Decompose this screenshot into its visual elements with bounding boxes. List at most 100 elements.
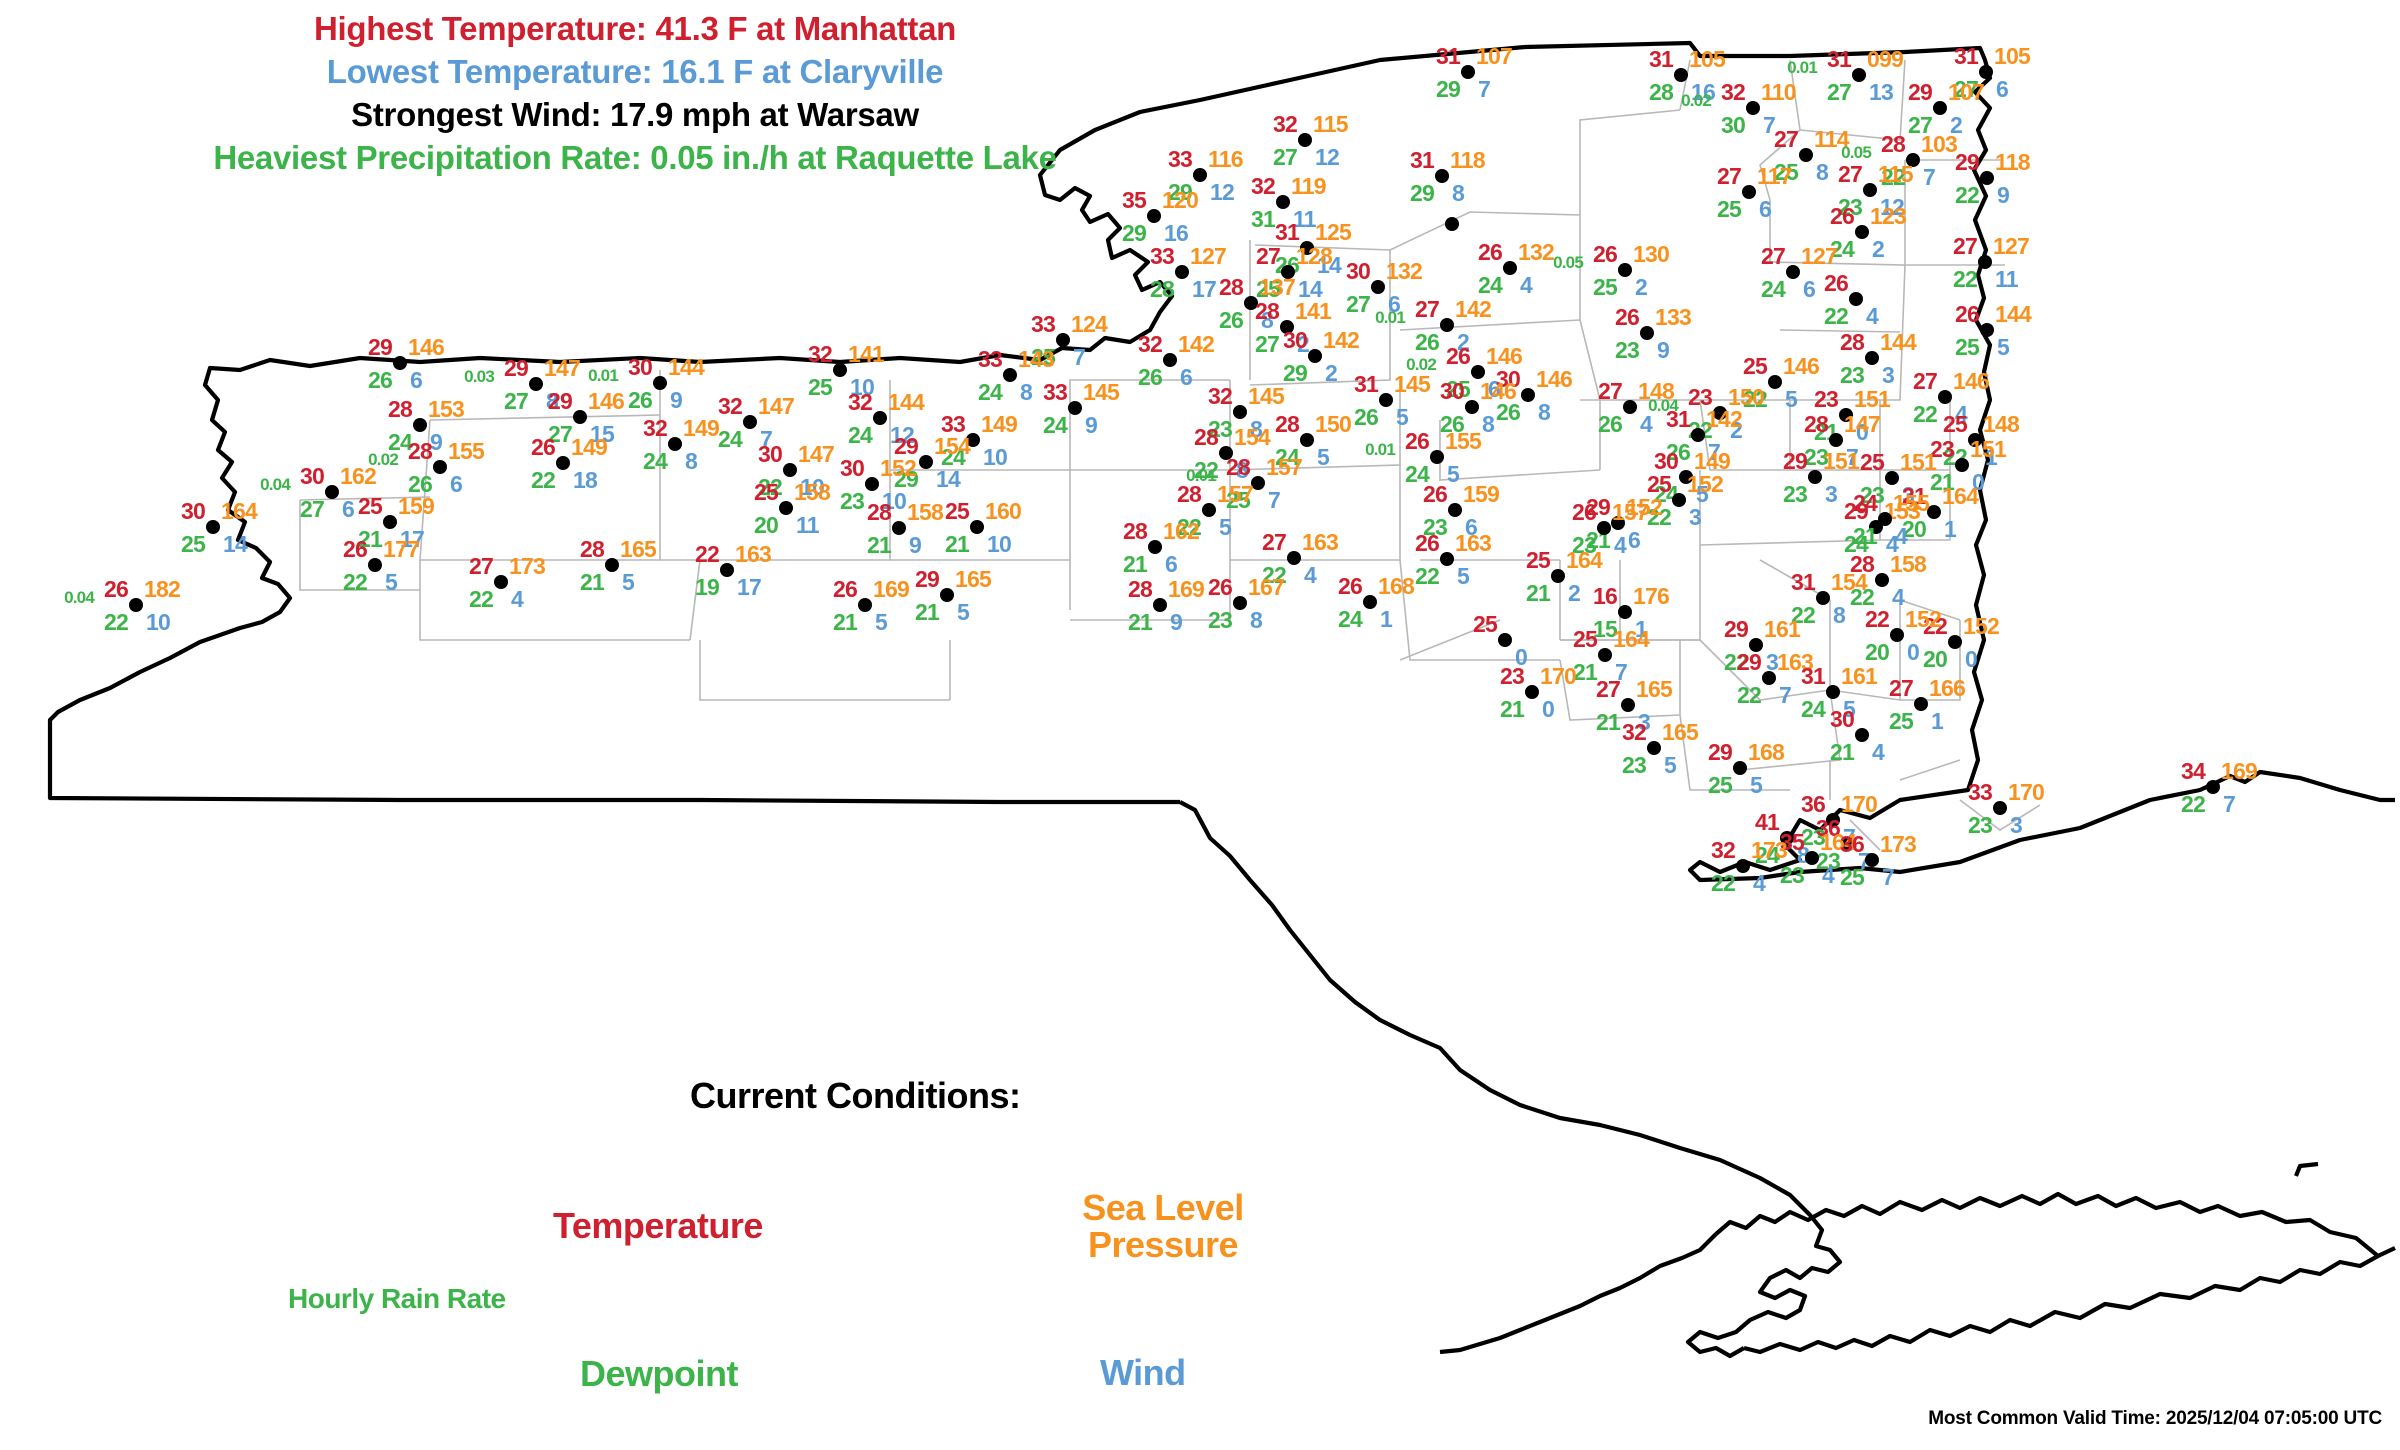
station-dewpoint: 26 [1440, 411, 1465, 437]
station-sea-level-pressure: 170 [1540, 663, 1577, 689]
station-sea-level-pressure: 177 [383, 536, 420, 562]
station-wind: 0 [1972, 469, 1985, 495]
station-dewpoint: 24 [1405, 461, 1430, 487]
station-temperature: 35 [1780, 829, 1805, 855]
station-temperature: 32 [718, 393, 743, 419]
station-temperature: 22 [1865, 606, 1890, 632]
station-dot-icon [743, 415, 757, 429]
station-sea-level-pressure: 155 [1893, 490, 1930, 516]
station-dot-icon [1933, 101, 1947, 115]
station-wind: 8 [1452, 180, 1465, 206]
station-dewpoint: 21 [945, 531, 970, 557]
station-temperature: 23 [1814, 386, 1839, 412]
station-temperature: 25 [1647, 471, 1672, 497]
station-dewpoint: 22 [1415, 563, 1440, 589]
station-temperature: 30 [1283, 327, 1308, 353]
station-wind: 14 [936, 466, 961, 492]
station-dot-icon [966, 433, 980, 447]
station-dot-icon [1852, 68, 1866, 82]
station-dewpoint: 24 [941, 444, 966, 470]
station-sea-level-pressure: 161 [1764, 616, 1801, 642]
station-temperature: 31 [1801, 663, 1826, 689]
station-dot-icon [1525, 685, 1539, 699]
station-dot-icon [1875, 573, 1889, 587]
station-sea-level-pressure: 150 [1728, 384, 1765, 410]
station-dewpoint: 25 [1226, 487, 1251, 513]
station-sea-level-pressure: 146 [408, 334, 445, 360]
station-wind: 5 [1457, 563, 1470, 589]
station-dot-icon [1927, 505, 1941, 519]
station-dot-icon [1736, 859, 1750, 873]
station-wind: 5 [385, 569, 398, 595]
station-wind: 6 [450, 471, 463, 497]
station-sea-level-pressure: 127 [1801, 243, 1838, 269]
state-outline [47, 40, 2396, 1359]
station-wind: 5 [1447, 461, 1460, 487]
station-dot-icon [1281, 265, 1295, 279]
station-sea-level-pressure: 152 [1626, 494, 1663, 520]
station-dewpoint: 23 [840, 488, 865, 514]
station-temperature: 34 [2181, 758, 2206, 784]
station-dot-icon [1598, 648, 1612, 662]
station-dot-icon [1363, 595, 1377, 609]
station-dot-icon [1371, 280, 1385, 294]
station-temperature: 26 [343, 536, 368, 562]
station-dot-icon [1980, 323, 1994, 337]
station-sea-level-pressure: 146 [588, 388, 625, 414]
station-temperature: 25 [945, 498, 970, 524]
station-dot-icon [1461, 65, 1475, 79]
station-wind: 9 [909, 532, 922, 558]
station-dot-icon [1948, 635, 1962, 649]
station-wind: 0 [1907, 639, 1920, 665]
station-dewpoint: 30 [1721, 112, 1746, 138]
headline-highest-temperature: Highest Temperature: 41.3 F at Manhattan [313, 10, 957, 47]
station-wind: 6 [410, 367, 423, 393]
station-dewpoint: 22 [1737, 682, 1762, 708]
station-dot-icon [970, 520, 984, 534]
station-sea-level-pressure: 105 [1689, 46, 1726, 72]
station-temperature: 29 [368, 334, 393, 360]
station-dewpoint: 27 [1255, 331, 1280, 357]
station-dewpoint: 29 [1283, 360, 1308, 386]
station-dewpoint: 21 [1128, 609, 1153, 635]
station-sea-level-pressure: 119 [1291, 173, 1327, 199]
station-wind: 2 [1325, 360, 1338, 386]
station-sea-level-pressure: 128 [1296, 243, 1333, 269]
station-wind: 12 [1315, 144, 1340, 170]
station-dewpoint: 28 [1150, 276, 1175, 302]
station-dewpoint: 26 [1598, 411, 1623, 437]
station-dewpoint: 23 [1838, 194, 1863, 220]
valid-time-label: Most Common Valid Time: 2025/12/04 07:05… [1928, 1408, 2382, 1429]
station-dot-icon [1618, 263, 1632, 277]
station-sea-level-pressure: 166 [1929, 675, 1966, 701]
station-sea-level-pressure: 163 [1455, 530, 1492, 556]
station-temperature: 29 [1844, 498, 1869, 524]
station-dewpoint: 27 [300, 496, 325, 522]
station-dot-icon [1175, 265, 1189, 279]
station-dewpoint: 22 [1824, 303, 1849, 329]
station-dewpoint: 23 [1208, 607, 1233, 633]
station-dewpoint: 22 [531, 467, 556, 493]
station-dot-icon [779, 501, 793, 515]
station-wind: 0 [1542, 696, 1555, 722]
station-temperature: 31 [1666, 406, 1691, 432]
station-dot-icon [865, 477, 879, 491]
station-wind: 9 [1170, 609, 1183, 635]
station-dewpoint: 27 [504, 388, 529, 414]
station-dewpoint: 26 [1354, 404, 1379, 430]
station-wind: 7 [1923, 164, 1936, 190]
station-sea-level-pressure: 144 [888, 389, 925, 415]
station-temperature: 26 [1415, 530, 1440, 556]
station-dewpoint: 23 [1816, 848, 1841, 874]
station-sea-level-pressure: 176 [1633, 583, 1670, 609]
station-wind: 14 [223, 531, 248, 557]
station-temperature: 31 [1649, 46, 1674, 72]
station-dot-icon [873, 411, 887, 425]
station-wind: 4 [1753, 870, 1766, 896]
station-dot-icon [1287, 551, 1301, 565]
station-dot-icon [1829, 433, 1843, 447]
station-dewpoint: 23 [1801, 824, 1826, 850]
station-dot-icon [2206, 780, 2220, 794]
station-sea-level-pressure: 164 [1820, 829, 1857, 855]
